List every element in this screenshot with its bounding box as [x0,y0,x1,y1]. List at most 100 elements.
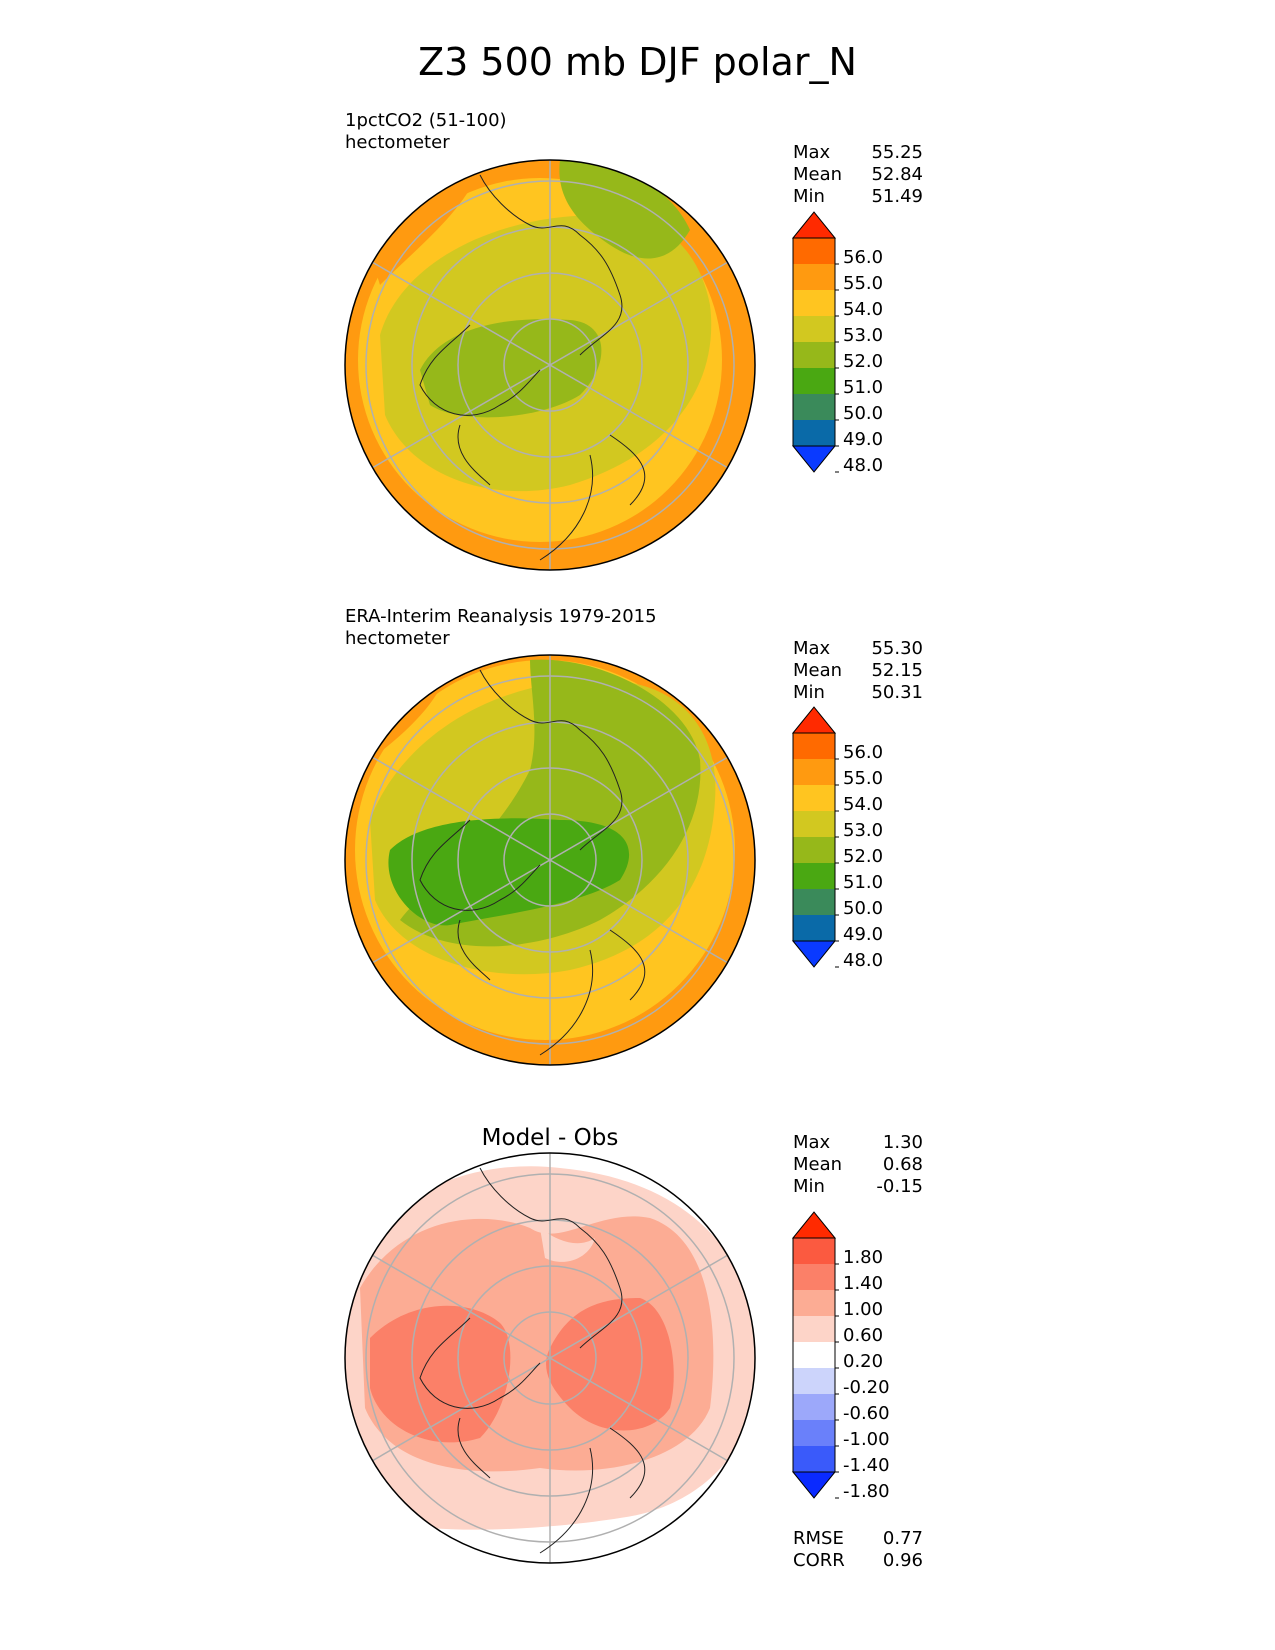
colorbar-tick-label: 54.0 [843,299,883,320]
stat-label: Min [793,1176,825,1197]
colorbar-segment [793,915,835,941]
panel-1-title: 1pctCO2 (51-100) hectometer [345,110,507,154]
metric-value: 0.77 [882,1528,923,1549]
colorbar-extend-min [791,445,837,473]
stat-label: Max [793,1132,831,1153]
colorbar-segment [793,1238,835,1264]
colorbar-segment [793,785,835,811]
panel-2-run-label: ERA-Interim Reanalysis 1979-2015 [345,606,657,627]
colorbar-segment [793,1420,835,1446]
stat-value: 52.15 [871,660,923,681]
colorbar-tick-label: 55.0 [843,768,883,789]
map-difference [344,1152,756,1564]
panel-3-metrics: RMSE 0.77 CORR 0.96 [793,1528,923,1572]
metric-value: 0.96 [882,1550,923,1571]
stat-value: 55.30 [871,638,923,659]
colorbar-tick-label: 1.40 [843,1273,883,1294]
colorbar-tick-label: 0.60 [843,1325,883,1346]
colorbar-segment [793,811,835,837]
colorbar-segment [793,1290,835,1316]
colorbar-extend-min [791,1471,837,1499]
colorbar-tick-label: 54.0 [843,794,883,815]
stat-label: Max [793,142,831,163]
colorbar-tick-label: 50.0 [843,403,883,424]
stat-value: 1.30 [882,1132,923,1153]
colorbar-segment [793,342,835,368]
panel-1-run-label: 1pctCO2 (51-100) [345,110,507,131]
colorbar-segment [793,863,835,889]
map-observations [344,654,756,1066]
colorbar-segment [793,264,835,290]
colorbar-segment [793,238,835,264]
colorbar-segment [793,733,835,759]
colorbar-difference: 1.80 1.40 1.00 0.60 0.20 -0.20 -0.60 -1.00 -1.40… [791,1211,890,1500]
colorbar-extend-max [791,1211,837,1239]
colorbar-tick-label: 50.0 [843,898,883,919]
colorbar-tick-label: -1.00 [843,1429,890,1450]
colorbar-extend-max [791,211,837,239]
colorbar-tick-label: 49.0 [843,429,883,450]
stat-value: 52.84 [871,164,923,185]
stat-value: 55.25 [871,142,923,163]
colorbar-tick-label: 51.0 [843,872,883,893]
colorbar-outline [792,1237,836,1473]
colorbar-segment [793,1316,835,1342]
colorbar-tick-label: 48.0 [843,455,883,474]
panel-2-title: ERA-Interim Reanalysis 1979-2015 hectome… [345,606,657,650]
panel-1-stats: Max 55.25 Mean 52.84 Min 51.49 [793,142,923,208]
colorbar-extend-min [791,940,837,968]
colorbar-tick-label: 55.0 [843,273,883,294]
colorbar-tick-label: -0.60 [843,1403,890,1424]
stat-label: Mean [793,164,843,185]
colorbar-tick-label: -1.40 [843,1455,890,1476]
colorbar-segment [793,420,835,446]
colorbar-tick-label: -1.80 [843,1481,890,1500]
stat-label: Max [793,638,831,659]
colorbar-tick-label: 48.0 [843,950,883,969]
colorbar-tick-label: 52.0 [843,351,883,372]
metric-label: CORR [793,1550,845,1571]
stat-value: 51.49 [871,186,923,207]
stat-label: Mean [793,1154,843,1175]
panel-3-title: Model - Obs [481,1125,619,1151]
colorbar-extend-max [791,706,837,734]
map-model [344,159,756,571]
colorbar-segment [793,1394,835,1420]
colorbar-segment [793,394,835,420]
colorbar-segment [793,316,835,342]
colorbar-segment [793,1368,835,1394]
colorbar-segment [793,1446,835,1472]
colorbar-tick-label: 56.0 [843,247,883,268]
colorbar-tick-label: 1.80 [843,1247,883,1268]
colorbar-segment [793,889,835,915]
stat-label: Min [793,682,825,703]
colorbar-tick-label: 56.0 [843,742,883,763]
panel-2-units: hectometer [345,628,450,649]
colorbar-segment [793,837,835,863]
colorbar-segment [793,1342,835,1368]
stat-value: 0.68 [882,1154,923,1175]
colorbar-tick-label: -0.20 [843,1377,890,1398]
stat-value: 50.31 [871,682,923,703]
colorbar-tick-label: 49.0 [843,924,883,945]
stat-label: Min [793,186,825,207]
colorbar-segment [793,759,835,785]
colorbar-tick-label: 51.0 [843,377,883,398]
figure-title: Z3 500 mb DJF polar_N [418,40,857,84]
colorbar-field-2: 56.0 55.0 54.0 53.0 52.0 51.0 50.0 49.0 48.0 [791,706,883,969]
panel-2-stats: Max 55.30 Mean 52.15 Min 50.31 [793,638,923,704]
stat-label: Mean [793,660,843,681]
colorbar-tick-label: 1.00 [843,1299,883,1320]
colorbar-tick-label: 53.0 [843,820,883,841]
colorbar-tick-label: 52.0 [843,846,883,867]
stat-value: -0.15 [876,1176,923,1197]
colorbar-tick-label: 53.0 [843,325,883,346]
colorbar-segment [793,1264,835,1290]
colorbar-tick-label: 0.20 [843,1351,883,1372]
panel-3-stats: Max 1.30 Mean 0.68 Min -0.15 [793,1132,923,1198]
colorbar-segment [793,290,835,316]
metric-label: RMSE [793,1528,844,1549]
colorbar-field-1: 56.0 55.0 54.0 53.0 52.0 51.0 50.0 49.0 48.0 [791,211,883,474]
colorbar-segment [793,368,835,394]
panel-1-units: hectometer [345,132,450,153]
